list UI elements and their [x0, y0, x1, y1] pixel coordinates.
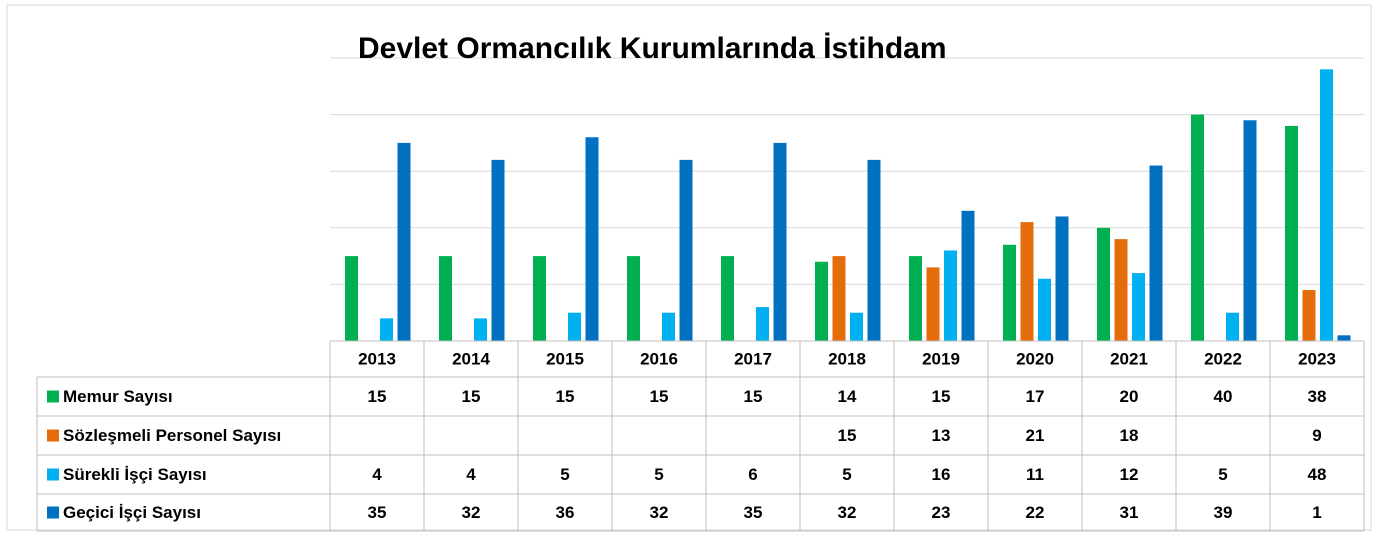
x-tick-label: 2015: [546, 349, 584, 368]
table-value: 21: [1026, 426, 1045, 445]
table-value: 18: [1120, 426, 1139, 445]
bar: [1132, 273, 1145, 341]
table-value: 12: [1120, 465, 1139, 484]
bar: [345, 256, 358, 341]
chart-border: [6, 4, 1372, 531]
bar: [662, 312, 675, 341]
bar: [1097, 227, 1110, 341]
bar: [1114, 239, 1128, 341]
chart-title: Devlet Ormancılık Kurumlarında İstihdam: [358, 32, 947, 65]
table-value: 32: [462, 503, 481, 522]
table-value: 15: [744, 387, 763, 406]
x-tick-label: 2020: [1016, 349, 1054, 368]
table-value: 15: [556, 387, 575, 406]
table-value: 4: [372, 465, 382, 484]
bar: [1003, 244, 1016, 341]
bar: [491, 159, 505, 341]
bar: [721, 256, 734, 341]
bar: [568, 312, 581, 341]
x-tick-label: 2023: [1298, 349, 1336, 368]
table-value: 4: [466, 465, 476, 484]
table-value: 39: [1214, 503, 1233, 522]
bar: [961, 210, 975, 341]
table-value: 15: [650, 387, 669, 406]
table-value: 36: [556, 503, 575, 522]
table-value: 13: [932, 426, 951, 445]
table-value: 5: [560, 465, 569, 484]
bar: [773, 142, 787, 341]
bar: [1285, 125, 1298, 341]
bar: [926, 267, 940, 341]
bar: [1320, 69, 1333, 341]
legend-key: [47, 506, 59, 519]
x-tick-label: 2022: [1204, 349, 1242, 368]
bar: [1337, 335, 1351, 341]
legend-key: [47, 468, 59, 481]
table-value: 11: [1026, 465, 1044, 484]
table-value: 32: [838, 503, 857, 522]
table-value: 40: [1214, 387, 1233, 406]
legend-label: Memur Sayısı: [63, 387, 173, 406]
bar: [909, 256, 922, 341]
bar: [756, 307, 769, 341]
table-value: 20: [1120, 387, 1139, 406]
table-value: 23: [932, 503, 951, 522]
bar: [1038, 278, 1051, 341]
table-value: 16: [932, 465, 951, 484]
table-value: 5: [1218, 465, 1227, 484]
x-tick-label: 2013: [358, 349, 396, 368]
table-value: 48: [1308, 465, 1327, 484]
x-tick-label: 2019: [922, 349, 960, 368]
legend-label: Sürekli İşçi Sayısı: [63, 465, 207, 484]
table-value: 35: [744, 503, 763, 522]
x-tick-label: 2021: [1110, 349, 1148, 368]
bar: [1020, 222, 1034, 341]
bar: [1243, 120, 1257, 341]
legend-label: Sözleşmeli Personel Sayısı: [63, 426, 281, 445]
bar: [533, 256, 546, 341]
table-value: 5: [842, 465, 851, 484]
table-value: 38: [1308, 387, 1327, 406]
table-value: 1: [1312, 503, 1321, 522]
table-value: 17: [1026, 387, 1045, 406]
legend-key: [47, 390, 59, 403]
bar: [815, 261, 828, 341]
x-tick-label: 2018: [828, 349, 866, 368]
table-value: 5: [654, 465, 663, 484]
table-value: 15: [838, 426, 857, 445]
x-tick-label: 2016: [640, 349, 678, 368]
bar: [867, 159, 881, 341]
bar: [397, 142, 411, 341]
table-value: 15: [368, 387, 387, 406]
bar: [627, 256, 640, 341]
bar: [439, 256, 452, 341]
table-value: 35: [368, 503, 387, 522]
table-value: 32: [650, 503, 669, 522]
table-value: 15: [932, 387, 951, 406]
bar: [850, 312, 863, 341]
bar: [380, 318, 393, 341]
bar: [1055, 216, 1069, 341]
bar: [679, 159, 693, 341]
table-value: 22: [1026, 503, 1045, 522]
bar: [832, 256, 846, 341]
bar: [1149, 165, 1163, 341]
legend-key: [47, 429, 59, 442]
table-value: 6: [748, 465, 757, 484]
x-tick-label: 2014: [452, 349, 490, 368]
table-value: 14: [838, 387, 857, 406]
legend-label: Geçici İşçi Sayısı: [63, 503, 201, 522]
x-tick-label: 2017: [734, 349, 772, 368]
bar: [1302, 290, 1316, 341]
bar: [474, 318, 487, 341]
bar: [1191, 114, 1204, 341]
bar: [1226, 312, 1239, 341]
table-value: 9: [1312, 426, 1321, 445]
table-value: 31: [1120, 503, 1139, 522]
bar: [585, 137, 599, 341]
table-value: 15: [462, 387, 481, 406]
bar: [944, 250, 957, 341]
